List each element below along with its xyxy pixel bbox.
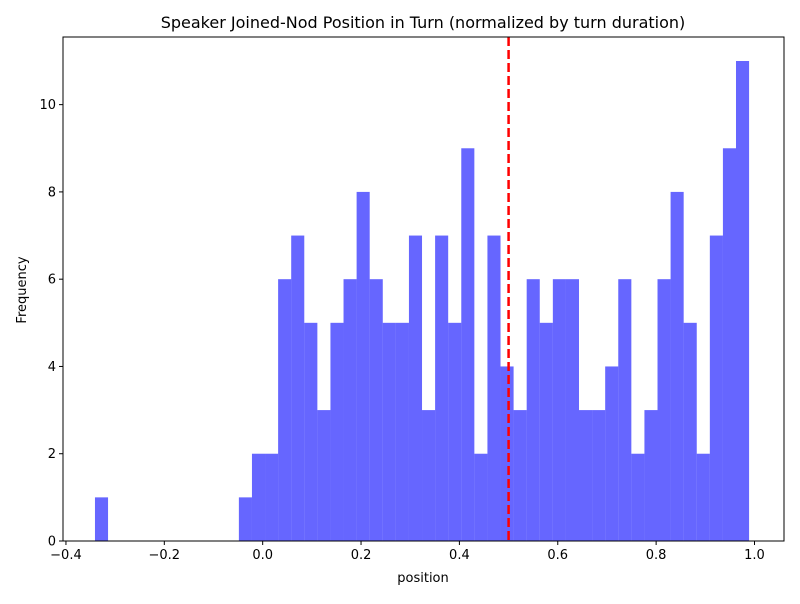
- x-tick-label: −0.2: [149, 548, 181, 563]
- histogram-bar: [291, 235, 305, 541]
- axes-layer: [62, 36, 785, 542]
- histogram-bar: [644, 410, 658, 541]
- histogram-bar: [487, 235, 501, 541]
- histogram-bar: [500, 366, 514, 541]
- histogram-bar: [709, 235, 723, 541]
- x-tick-label: 0.2: [351, 548, 372, 563]
- histogram-bar: [526, 279, 540, 541]
- histogram-bar: [395, 322, 409, 541]
- histogram-bar: [251, 453, 266, 541]
- y-tick-label: 10: [39, 98, 56, 113]
- y-tick-label: 4: [48, 360, 56, 375]
- histogram-bar: [448, 322, 462, 541]
- histogram-bar: [565, 279, 580, 541]
- histogram-bar: [735, 61, 750, 541]
- histogram-bar: [94, 497, 109, 541]
- histogram-bar: [408, 235, 423, 541]
- histogram-bar: [278, 279, 292, 541]
- y-tick-label: 2: [48, 447, 56, 462]
- x-tick-label: 1.0: [744, 548, 765, 563]
- chart-title: Speaker Joined-Nod Position in Turn (nor…: [161, 13, 686, 32]
- histogram-bar: [513, 410, 527, 541]
- x-tick-label: 0.8: [646, 548, 667, 563]
- y-axis-label: Frequency: [15, 256, 30, 323]
- histogram-bar: [618, 279, 632, 541]
- x-tick-label: 0.4: [449, 548, 470, 563]
- y-tick-label: 0: [48, 535, 56, 550]
- histogram-bar: [605, 366, 619, 541]
- plot-frame: [62, 36, 785, 542]
- histogram-bar: [369, 279, 383, 541]
- histogram-bar: [265, 453, 279, 541]
- histogram-bar: [722, 148, 736, 542]
- histogram-bar: [304, 322, 318, 541]
- histogram-bar: [670, 191, 684, 541]
- histogram-bar: [461, 148, 475, 542]
- histogram-bar: [696, 453, 710, 541]
- histogram-bar: [356, 191, 370, 541]
- histogram-bar: [422, 410, 436, 541]
- y-tick-label: 6: [48, 273, 56, 288]
- histogram-bar: [343, 279, 357, 541]
- histogram-bar: [657, 279, 671, 541]
- histogram-bar: [579, 410, 593, 541]
- x-tick-label: 0.0: [252, 548, 273, 563]
- histogram-bar: [683, 322, 697, 541]
- histogram-bar: [631, 453, 645, 541]
- bars-layer: [94, 61, 750, 542]
- x-axis-label: position: [397, 571, 449, 586]
- x-tick-label: 0.6: [547, 548, 568, 563]
- histogram-bar: [474, 453, 488, 541]
- histogram-bar: [238, 497, 252, 541]
- histogram-bar: [330, 322, 344, 541]
- histogram-bar: [592, 410, 606, 541]
- histogram-bar: [317, 410, 331, 541]
- ticks-layer: −0.4 −0.2 0.0 0.2 0.4 0.6 0.8 1.0 0 2 4 6 8 10: [39, 98, 764, 563]
- histogram-bar: [435, 235, 449, 541]
- x-tick-label: −0.4: [50, 548, 82, 563]
- histogram-bar: [539, 322, 553, 541]
- histogram-bar: [552, 279, 566, 541]
- histogram-bar: [382, 322, 396, 541]
- y-tick-label: 8: [48, 185, 56, 200]
